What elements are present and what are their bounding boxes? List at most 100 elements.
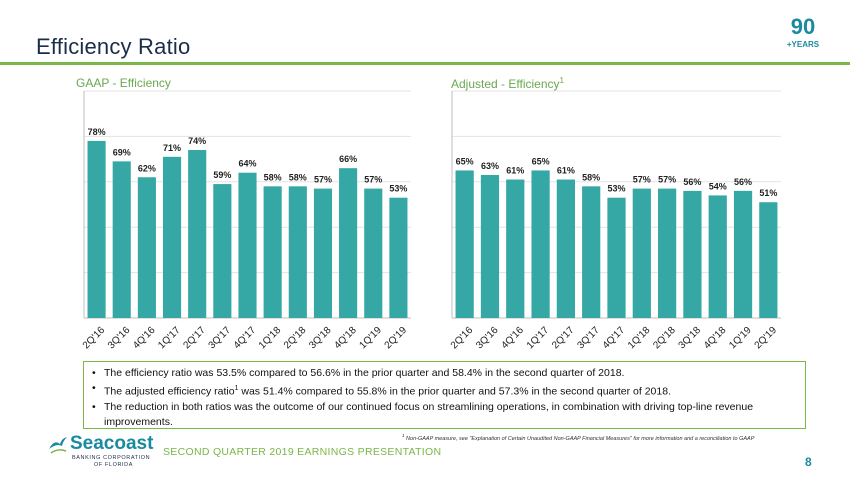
gaap-bar xyxy=(389,197,408,318)
gaap-tick-label: 4Q'16 xyxy=(131,325,158,352)
adjusted-tick-label: 3Q'17 xyxy=(575,325,602,352)
gaap-bar xyxy=(313,188,333,318)
adjusted-bar xyxy=(632,188,651,318)
adjusted-bar xyxy=(455,170,474,318)
badge-number: 90 xyxy=(790,14,816,39)
adjusted-data-label: 56% xyxy=(734,177,752,187)
adjusted-data-label: 58% xyxy=(582,172,600,182)
adjusted-bar xyxy=(759,202,778,318)
bullet-2-sup: 1 xyxy=(234,385,239,392)
anniversary-badge: 90 +YEARS xyxy=(784,14,822,56)
logo-subtitle-1: BANKING CORPORATION xyxy=(72,455,151,461)
gaap-tick-label: 3Q'17 xyxy=(207,325,234,352)
gaap-bar xyxy=(188,150,207,318)
bullet-2-pre: The adjusted efficiency ratio xyxy=(104,385,235,398)
adjusted-data-label: 54% xyxy=(709,181,727,191)
footnote: 1 Non-GAAP measure, see "Explanation of … xyxy=(402,433,754,442)
gaap-data-label: 58% xyxy=(289,172,307,182)
adjusted-tick-label: 1Q'19 xyxy=(727,325,754,352)
summary-box: The efficiency ratio was 53.5% compared … xyxy=(83,361,806,429)
adjusted-bar xyxy=(658,188,677,318)
gaap-bar xyxy=(112,161,131,318)
adjusted-tick-label: 2Q'19 xyxy=(753,325,780,352)
bullet-3: The reduction in both ratios was the out… xyxy=(90,400,799,430)
seacoast-logo: Seacoast BANKING CORPORATION OF FLORIDA xyxy=(48,433,153,473)
adjusted-bar xyxy=(733,190,753,318)
gaap-bar xyxy=(364,188,383,318)
gaap-data-label: 57% xyxy=(314,175,332,185)
bullet-2: The adjusted efficiency ratio1 was 51.4%… xyxy=(90,381,799,400)
gaap-bar xyxy=(213,184,232,318)
gaap-bar xyxy=(238,172,257,318)
gaap-data-label: 57% xyxy=(364,175,382,185)
gaap-tick-label: 2Q'18 xyxy=(282,325,309,352)
gaap-tick-label: 1Q'18 xyxy=(257,325,284,352)
adjusted-bar xyxy=(506,179,525,318)
gaap-tick-label: 1Q'17 xyxy=(156,325,183,352)
gaap-bar xyxy=(87,140,106,318)
gaap-data-label: 64% xyxy=(238,159,256,169)
gaap-bar xyxy=(288,186,307,318)
gaap-bar xyxy=(263,186,282,318)
seagull-icon xyxy=(49,437,67,454)
adjusted-chart-title-text: Adjusted - Efficiency xyxy=(451,77,560,91)
gaap-data-label: 69% xyxy=(113,147,131,157)
gaap-data-label: 78% xyxy=(88,127,106,137)
adjusted-tick-label: 4Q'17 xyxy=(601,325,628,352)
adjusted-tick-label: 2Q'18 xyxy=(651,325,678,352)
gaap-data-label: 71% xyxy=(163,143,181,153)
adjusted-data-label: 51% xyxy=(759,188,777,198)
gaap-data-label: 74% xyxy=(188,136,206,146)
adjusted-data-label: 57% xyxy=(658,175,676,185)
adjusted-data-label: 63% xyxy=(481,161,499,171)
adjusted-data-label: 56% xyxy=(683,177,701,187)
adjusted-bar xyxy=(480,174,500,318)
adjusted-tick-label: 4Q'16 xyxy=(499,325,526,352)
gaap-tick-label: 2Q'16 xyxy=(81,325,108,352)
gaap-chart-title-text: GAAP - Efficiency xyxy=(76,76,171,90)
adjusted-tick-label: 1Q'17 xyxy=(525,325,552,352)
adjusted-bar xyxy=(607,197,626,318)
presentation-name: SECOND QUARTER 2019 EARNINGS PRESENTATIO… xyxy=(163,446,442,458)
logo-name: Seacoast xyxy=(70,433,154,454)
gaap-data-label: 58% xyxy=(264,172,282,182)
adjusted-tick-label: 4Q'18 xyxy=(702,325,729,352)
adjusted-bar xyxy=(708,195,727,318)
page-title: Efficiency Ratio xyxy=(36,34,191,59)
bullet-2-post: was 51.4% compared to 55.8% in the prior… xyxy=(238,385,671,398)
gaap-data-label: 66% xyxy=(339,154,357,164)
footnote-sup: 1 xyxy=(402,433,405,438)
adjusted-data-label: 61% xyxy=(557,166,575,176)
gaap-tick-label: 3Q'16 xyxy=(106,325,133,352)
gaap-bar xyxy=(162,156,182,318)
gaap-tick-label: 2Q'19 xyxy=(383,325,410,352)
gaap-bar xyxy=(137,177,156,318)
gaap-tick-label: 4Q'17 xyxy=(232,325,259,352)
adjusted-bar xyxy=(582,186,601,318)
adjusted-tick-label: 2Q'16 xyxy=(449,325,476,352)
gaap-data-label: 53% xyxy=(389,184,407,194)
adjusted-tick-label: 2Q'17 xyxy=(550,325,577,352)
gaap-tick-label: 1Q'19 xyxy=(357,325,384,352)
gaap-tick-label: 2Q'17 xyxy=(181,325,208,352)
bullet-1: The efficiency ratio was 53.5% compared … xyxy=(90,366,799,381)
gaap-tick-label: 3Q'18 xyxy=(307,325,334,352)
title-divider xyxy=(0,62,850,65)
adjusted-data-label: 53% xyxy=(607,184,625,194)
adjusted-data-label: 65% xyxy=(532,156,550,166)
adjusted-chart-title-sup: 1 xyxy=(559,76,564,85)
gaap-data-label: 59% xyxy=(213,170,231,180)
logo-subtitle-2: OF FLORIDA xyxy=(94,462,134,468)
gaap-bar xyxy=(339,168,358,318)
adjusted-data-label: 61% xyxy=(506,166,524,176)
adjusted-tick-label: 3Q'16 xyxy=(474,325,501,352)
adjusted-data-label: 57% xyxy=(633,175,651,185)
badge-text: +YEARS xyxy=(786,40,820,49)
adjusted-bar xyxy=(556,179,575,318)
page-number: 8 xyxy=(805,455,812,469)
adjusted-bar xyxy=(531,170,550,318)
adjusted-tick-label: 1Q'18 xyxy=(626,325,653,352)
adjusted-data-label: 65% xyxy=(456,156,474,166)
gaap-tick-label: 4Q'18 xyxy=(332,325,359,352)
